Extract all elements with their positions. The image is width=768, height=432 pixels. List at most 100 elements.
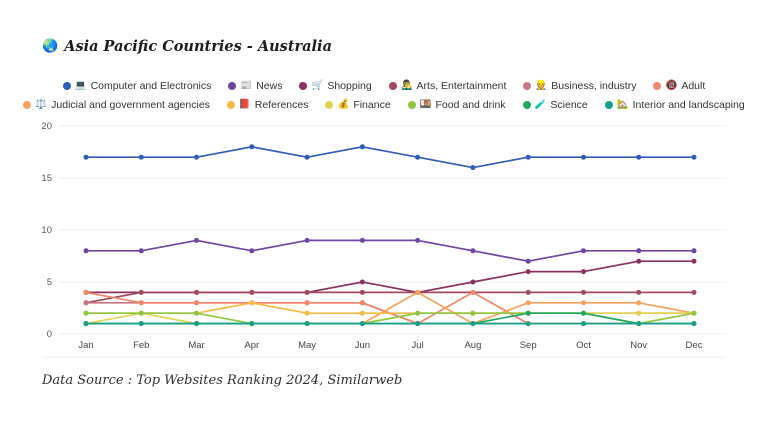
data-point [359,310,365,316]
legend-color-dot [23,101,32,109]
legend-row: ⚖️ Judicial and government agencies 📕 Refer… [23,99,745,111]
data-point [691,289,697,295]
page-title-text: Asia Pacific Countries - Australia [64,38,332,55]
legend-item[interactable]: 👷 Business, industry [523,80,636,92]
legend-label: Finance [353,99,391,111]
data-point [691,310,697,316]
legend-color-dot [299,82,308,90]
y-tick-label: 20 [41,121,52,132]
data-point [304,310,310,316]
data-point [138,289,144,295]
data-point [359,144,365,150]
legend-item[interactable]: 📕 References [226,99,308,111]
legend-color-dot [62,82,71,90]
legend-label: Food and drink [435,99,506,111]
x-tick-label: Mar [188,340,204,351]
data-point [525,300,531,306]
data-point [194,154,200,160]
data-point [304,300,310,306]
x-tick-label: Jun [355,340,370,351]
data-point [83,310,89,316]
x-tick-label: Sep [520,340,537,351]
legend-label: Science [550,99,588,111]
legend-label: Business, industry [551,80,637,92]
data-point [83,321,89,327]
legend-label: Adult [681,80,706,92]
category-icon: 🛒 [311,80,324,92]
legend-label: Computer and Electronics [90,80,212,92]
legend-item[interactable]: 💻 Computer and Electronics [62,80,212,92]
data-point [138,310,144,316]
legend-color-dot [226,101,235,109]
legend-item[interactable]: 🔞 Adult [653,80,705,92]
legend-row: 💻 Computer and Electronics 📰 News 🛒 Shopping 👨… [62,80,705,92]
chart-legend: 💻 Computer and Electronics 📰 News 🛒 Shopping 👨… [0,80,768,111]
legend-item[interactable]: ⚖️ Judicial and government agencies [23,99,210,111]
data-point [138,154,144,160]
category-icon: 📕 [238,99,251,111]
data-point [415,289,421,295]
data-point [138,300,144,306]
data-point [470,289,476,295]
legend-color-dot [407,101,416,109]
data-point [138,248,144,254]
legend-item[interactable]: 👨‍🎤 Arts, Entertainment [388,80,506,92]
data-point [249,144,255,150]
data-point [580,248,586,254]
legend-color-dot [388,82,397,90]
series-line [86,239,694,263]
data-point [636,248,642,254]
legend-color-dot [523,82,532,90]
x-tick-label: Oct [576,340,591,351]
data-point [636,310,642,316]
data-point [636,300,642,306]
globe-icon: 🌏 [42,39,59,54]
data-point [525,154,531,160]
data-point [691,154,697,160]
data-point [415,310,421,316]
data-point [83,248,89,254]
x-tick-label: Jul [412,340,424,351]
data-point [83,289,89,295]
series-line [86,312,695,325]
legend-label: Shopping [327,80,372,92]
legend-item[interactable]: 🛒 Shopping [299,80,372,92]
data-point [249,289,255,295]
data-point [194,237,200,243]
data-point [691,258,697,264]
category-icon: 🍱 [419,99,432,111]
series-line [86,260,694,294]
legend-item[interactable]: 🏡 Interior and landscaping [604,99,745,111]
legend-item[interactable]: 💰 Finance [325,99,391,111]
data-point [525,321,531,327]
legend-color-dot [522,101,531,109]
data-point [304,289,310,295]
data-point [580,300,586,306]
legend-color-dot [325,101,334,109]
data-point [194,321,200,327]
category-icon: 🧪 [534,99,547,111]
data-point [470,165,476,171]
legend-item[interactable]: 🍱 Food and drink [407,99,506,111]
legend-item[interactable]: 🧪 Science [522,99,588,111]
data-source-note: Data Source : Top Websites Ranking 2024,… [42,373,403,388]
x-tick-label: Feb [133,340,149,351]
data-point [525,289,531,295]
category-icon: 🏡 [616,99,629,111]
data-point [580,310,586,316]
data-point [580,321,586,327]
data-point [83,300,89,306]
data-point [525,310,531,316]
category-icon: 💰 [337,99,350,111]
data-point [359,289,365,295]
data-point [249,248,255,254]
y-tick-label: 5 [47,277,52,288]
series-line [86,145,694,169]
y-tick-label: 10 [41,225,52,236]
legend-label: News [256,80,283,92]
legend-item[interactable]: 📰 News [228,80,282,92]
data-point [636,289,642,295]
data-point [194,289,200,295]
data-point [636,321,642,327]
